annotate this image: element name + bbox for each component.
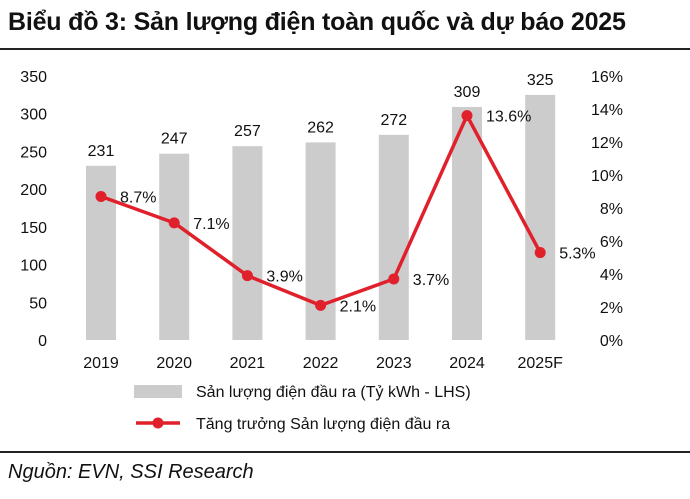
growth-value-label: 3.9%	[266, 269, 302, 286]
bar-value-label: 231	[88, 143, 115, 160]
right-tick-label: 10%	[591, 168, 623, 185]
legend-bar-swatch	[134, 385, 182, 398]
right-tick-label: 6%	[600, 234, 623, 251]
growth-point	[168, 217, 180, 229]
x-tick-label: 2021	[230, 355, 266, 372]
left-tick-label: 100	[20, 258, 47, 275]
legend-bar-label: Sản lượng điện đầu ra (Tỷ kWh - LHS)	[196, 384, 471, 401]
left-tick-label: 350	[20, 69, 47, 86]
growth-value-label: 3.7%	[413, 272, 449, 289]
right-tick-label: 12%	[591, 135, 623, 152]
bar	[232, 146, 263, 340]
line-labels: 8.7% 7.1% 3.9% 2.1% 3.7% 13.6% 5.3%	[120, 109, 596, 316]
left-tick-label: 250	[20, 144, 47, 161]
line-series	[95, 110, 546, 311]
bar	[378, 134, 409, 340]
growth-value-label: 8.7%	[120, 189, 156, 206]
title-divider	[0, 48, 690, 50]
combo-chart: 0 50 100 150 200 250 300 350 0% 2% 4% 6% 8% 10% 12% 14…	[20, 69, 623, 433]
growth-value-label: 7.1%	[193, 216, 229, 233]
legend-line-marker	[152, 417, 164, 429]
x-axis: 2019 2020 2021 2022 2023 2024 2025F	[83, 355, 563, 372]
x-tick-label: 2022	[303, 355, 339, 372]
left-tick-label: 150	[20, 220, 47, 237]
growth-value-label: 13.6%	[486, 109, 531, 126]
chart-title: Biểu đồ 3: Sản lượng điện toàn quốc và d…	[8, 8, 626, 36]
x-tick-label: 2023	[376, 355, 412, 372]
bar-value-label: 247	[161, 131, 188, 148]
left-tick-label: 50	[29, 295, 47, 312]
x-tick-label: 2025F	[518, 355, 564, 372]
growth-point	[388, 273, 400, 285]
right-tick-label: 4%	[600, 267, 623, 284]
right-tick-label: 14%	[591, 102, 623, 119]
source-divider	[0, 451, 690, 453]
bar	[525, 94, 556, 340]
right-tick-label: 0%	[600, 333, 623, 350]
bar-labels: 231 247 257 262 272 309 325	[88, 72, 554, 160]
bar-value-label: 257	[234, 123, 261, 140]
bar-value-label: 272	[380, 112, 407, 129]
legend-line-label: Tăng trưởng Sản lượng điện đầu ra	[196, 416, 450, 433]
growth-point	[315, 299, 327, 311]
x-tick-label: 2024	[449, 355, 485, 372]
growth-point	[534, 247, 546, 259]
growth-point	[461, 110, 473, 122]
left-tick-label: 300	[20, 107, 47, 124]
left-tick-label: 200	[20, 182, 47, 199]
right-tick-label: 8%	[600, 201, 623, 218]
left-axis: 0 50 100 150 200 250 300 350	[20, 69, 47, 350]
bar-value-label: 309	[454, 84, 481, 101]
x-tick-label: 2019	[83, 355, 119, 372]
growth-value-label: 5.3%	[559, 246, 595, 263]
right-tick-label: 2%	[600, 300, 623, 317]
left-tick-label: 0	[38, 333, 47, 350]
bar-value-label: 262	[307, 119, 334, 136]
bar-value-label: 325	[527, 72, 554, 89]
source-note: Nguồn: EVN, SSI Research	[8, 461, 254, 483]
growth-point	[241, 270, 253, 282]
x-tick-label: 2020	[156, 355, 192, 372]
bar	[452, 106, 482, 340]
growth-point	[95, 190, 107, 202]
right-tick-label: 16%	[591, 69, 623, 86]
bar	[159, 153, 190, 340]
legend: Sản lượng điện đầu ra (Tỷ kWh - LHS) Tăn…	[134, 384, 471, 433]
right-axis: 0% 2% 4% 6% 8% 10% 12% 14% 16%	[591, 69, 623, 350]
growth-value-label: 2.1%	[340, 298, 376, 315]
